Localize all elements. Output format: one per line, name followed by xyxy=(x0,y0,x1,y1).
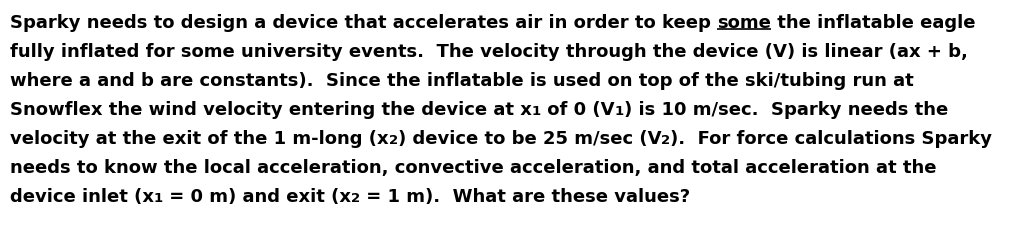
Text: ).  For force calculations Sparky: ). For force calculations Sparky xyxy=(671,130,992,148)
Text: Sparky needs to design a device that accelerates air in order to keep: Sparky needs to design a device that acc… xyxy=(10,14,717,32)
Text: = 0 m) and exit (x: = 0 m) and exit (x xyxy=(163,188,351,206)
Text: 2: 2 xyxy=(662,134,671,147)
Text: 2: 2 xyxy=(351,192,360,205)
Text: device inlet (x: device inlet (x xyxy=(10,188,154,206)
Text: some: some xyxy=(717,14,771,32)
Text: 1: 1 xyxy=(154,192,163,205)
Text: fully inflated for some university events.  The velocity through the device (V) : fully inflated for some university event… xyxy=(10,43,968,61)
Text: 2: 2 xyxy=(389,134,398,147)
Text: ) is 10 m/sec.  Sparky needs the: ) is 10 m/sec. Sparky needs the xyxy=(624,101,947,119)
Text: 1: 1 xyxy=(532,105,541,118)
Text: of 0 (V: of 0 (V xyxy=(541,101,615,119)
Text: where a and b are constants).  Since the inflatable is used on top of the ski/tu: where a and b are constants). Since the … xyxy=(10,72,914,90)
Text: needs to know the local acceleration, convective acceleration, and total acceler: needs to know the local acceleration, co… xyxy=(10,159,936,177)
Text: ) device to be 25 m/sec (V: ) device to be 25 m/sec (V xyxy=(398,130,662,148)
Text: velocity at the exit of the 1 m-long (x: velocity at the exit of the 1 m-long (x xyxy=(10,130,389,148)
Text: Snowflex the wind velocity entering the device at x: Snowflex the wind velocity entering the … xyxy=(10,101,532,119)
Text: = 1 m).  What are these values?: = 1 m). What are these values? xyxy=(360,188,690,206)
Text: 1: 1 xyxy=(615,105,624,118)
Text: the inflatable eagle: the inflatable eagle xyxy=(771,14,975,32)
